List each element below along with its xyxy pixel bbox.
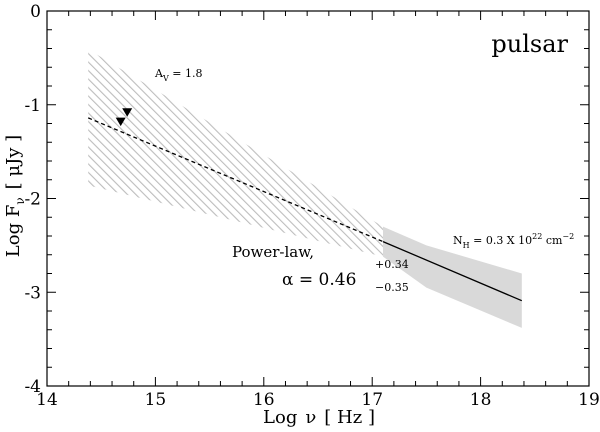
alpha-upper-error: +0.34 bbox=[375, 258, 409, 271]
powerlaw-lines bbox=[87, 117, 523, 302]
x-tick-label: 16 bbox=[253, 390, 275, 410]
nh-annotation: NH = 0.3 X 1022 cm−2 bbox=[453, 232, 574, 250]
upper-limit-markers bbox=[115, 108, 133, 127]
uncertainty-bands bbox=[88, 49, 522, 328]
powerlaw-fit-line bbox=[382, 241, 523, 302]
upper-limit-marker-2 bbox=[122, 108, 133, 117]
alpha-lower-error: −0.35 bbox=[375, 281, 409, 294]
y-axis-label: Log Fν[ μJy ] bbox=[3, 135, 27, 257]
y-tick-label: 0 bbox=[30, 2, 41, 22]
av-annotation: AV = 1.8 bbox=[154, 67, 202, 83]
alpha-annotation: α = 0.46 bbox=[282, 270, 356, 290]
tick-labels: 14 15 16 17 18 19 0 -1 -2 -3 -4 bbox=[24, 2, 599, 410]
x-tick-label: 15 bbox=[145, 390, 167, 410]
x-tick-label: 14 bbox=[36, 390, 58, 410]
y-tick-label: -4 bbox=[24, 377, 41, 397]
x-tick-label: 17 bbox=[361, 390, 383, 410]
x-tick-label: 19 bbox=[578, 390, 600, 410]
powerlaw-extrapolation-line bbox=[87, 117, 384, 243]
xray-uncertainty-band bbox=[383, 226, 522, 328]
x-tick-label: 18 bbox=[470, 390, 492, 410]
panel-label: pulsar bbox=[491, 30, 568, 58]
y-tick-label: -2 bbox=[24, 190, 41, 210]
optical-uncertainty-band bbox=[88, 49, 383, 257]
x-axis-label: Log ν[ Hz ] bbox=[263, 407, 375, 428]
powerlaw-label: Power-law, bbox=[232, 243, 314, 261]
y-tick-label: -3 bbox=[24, 283, 41, 303]
y-tick-label: -1 bbox=[24, 96, 41, 116]
axis-ticks bbox=[46, 10, 590, 387]
upper-limit-marker-1 bbox=[115, 117, 126, 127]
